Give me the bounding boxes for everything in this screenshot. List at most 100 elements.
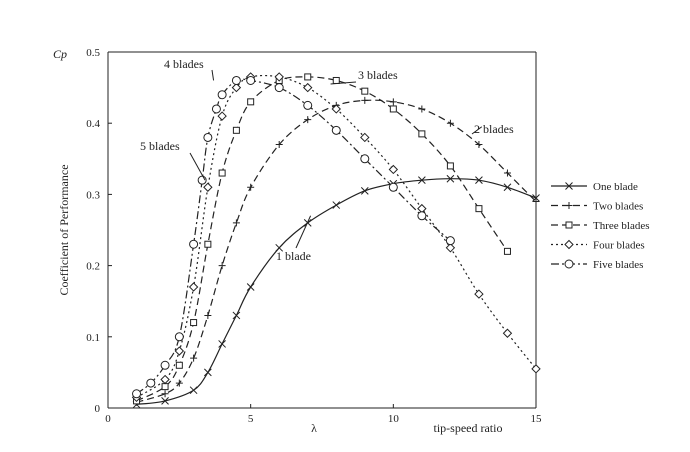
data-point [474,289,484,299]
legend-label: One blade [593,181,638,193]
annotation-leader [330,81,357,85]
data-point [503,169,511,177]
series-line [136,78,451,395]
data-point [232,219,240,227]
series-two-blades [133,96,540,406]
data-point [503,247,511,255]
data-point [247,183,255,191]
legend-label: Four blades [593,240,645,252]
annotation-label: 5 blades [140,139,180,153]
data-point [146,378,156,388]
data-point [232,126,240,134]
data-point [389,98,397,106]
data-point [232,311,241,320]
y-axis-title: Coefficient of Performance [57,164,71,295]
legend-item: Five blades [551,259,643,271]
data-point [161,397,169,405]
y-ticks: 0 0.1 0.2 0.3 0.4 0.5 [86,47,112,415]
legend-item: Four blades [551,240,645,252]
data-point [531,364,541,374]
x-axis-title: λ [311,421,317,435]
legend-marker [565,182,573,190]
data-point [274,72,284,82]
data-point [189,239,199,249]
data-point [446,174,455,183]
data-point [360,186,369,195]
x-axis-subtitle: tip-speed ratio [434,421,503,435]
data-point [275,141,283,149]
annotation-leader [295,215,312,249]
x-ticks: 0 5 10 15 [105,404,542,425]
legend-item: One blade [551,181,638,193]
legend-label: Three blades [593,220,650,232]
data-point [475,205,483,213]
legend-item: Three blades [551,220,650,232]
data-point [388,164,399,175]
annotations: 4 blades 3 blades 5 blades 2 blades 1 blade [140,57,514,263]
data-point [418,130,426,138]
data-point [446,119,454,127]
data-point [303,82,313,93]
y-axis-symbol: Cp [53,47,67,61]
data-point [389,105,397,113]
data-point [203,182,213,192]
annotation-leader [189,152,206,181]
data-point [332,201,341,209]
annotation-label: 4 blades [164,57,204,71]
data-point [218,340,226,348]
data-point [304,73,312,81]
y-tick-label: 0.2 [86,261,100,273]
data-point [361,87,369,95]
data-point [361,96,369,104]
data-point [417,211,427,221]
series-line [136,178,537,405]
legend-item: Two blades [551,201,643,213]
data-point [211,104,221,114]
data-point [188,282,199,292]
data-point [204,368,212,377]
data-point [331,104,341,114]
legend-label: Five blades [593,259,643,271]
data-point [160,360,170,370]
data-point [475,176,483,185]
data-point [203,132,213,142]
data-point [446,162,454,170]
data-point [532,194,540,202]
x-tick-label: 10 [388,413,400,425]
axes [107,51,537,409]
data-point [503,183,512,192]
annotation-label: 2 blades [474,122,514,136]
y-tick-label: 0.3 [86,189,100,201]
x-tick-label: 5 [248,413,254,425]
annotation-leader [471,126,483,135]
data-point [445,236,455,246]
data-point [303,100,313,110]
annotation-label: 1 blade [276,249,311,263]
data-point [175,379,183,387]
data-point [418,176,426,185]
y-tick-label: 0.4 [86,118,100,130]
data-point [204,311,212,319]
data-point [161,383,169,391]
legend-marker [564,259,574,269]
data-point [445,243,456,253]
legend: One blade Two blades Three blades Four blad… [551,181,650,271]
data-point [360,154,370,164]
legend-marker [565,221,573,229]
data-point [132,389,142,399]
data-point [174,346,185,356]
series-five-blades [132,75,455,399]
data-point [246,75,256,85]
legend-marker [565,202,573,209]
data-point [475,141,483,149]
data-point [174,332,184,342]
data-point [247,98,255,106]
data-point [218,169,226,177]
data-point [532,198,540,206]
data-point [190,319,198,327]
data-point [204,240,212,248]
data-point [218,262,226,270]
annotation-leader [211,69,215,81]
x-tick-label: 15 [531,413,543,425]
data-point [418,105,426,113]
